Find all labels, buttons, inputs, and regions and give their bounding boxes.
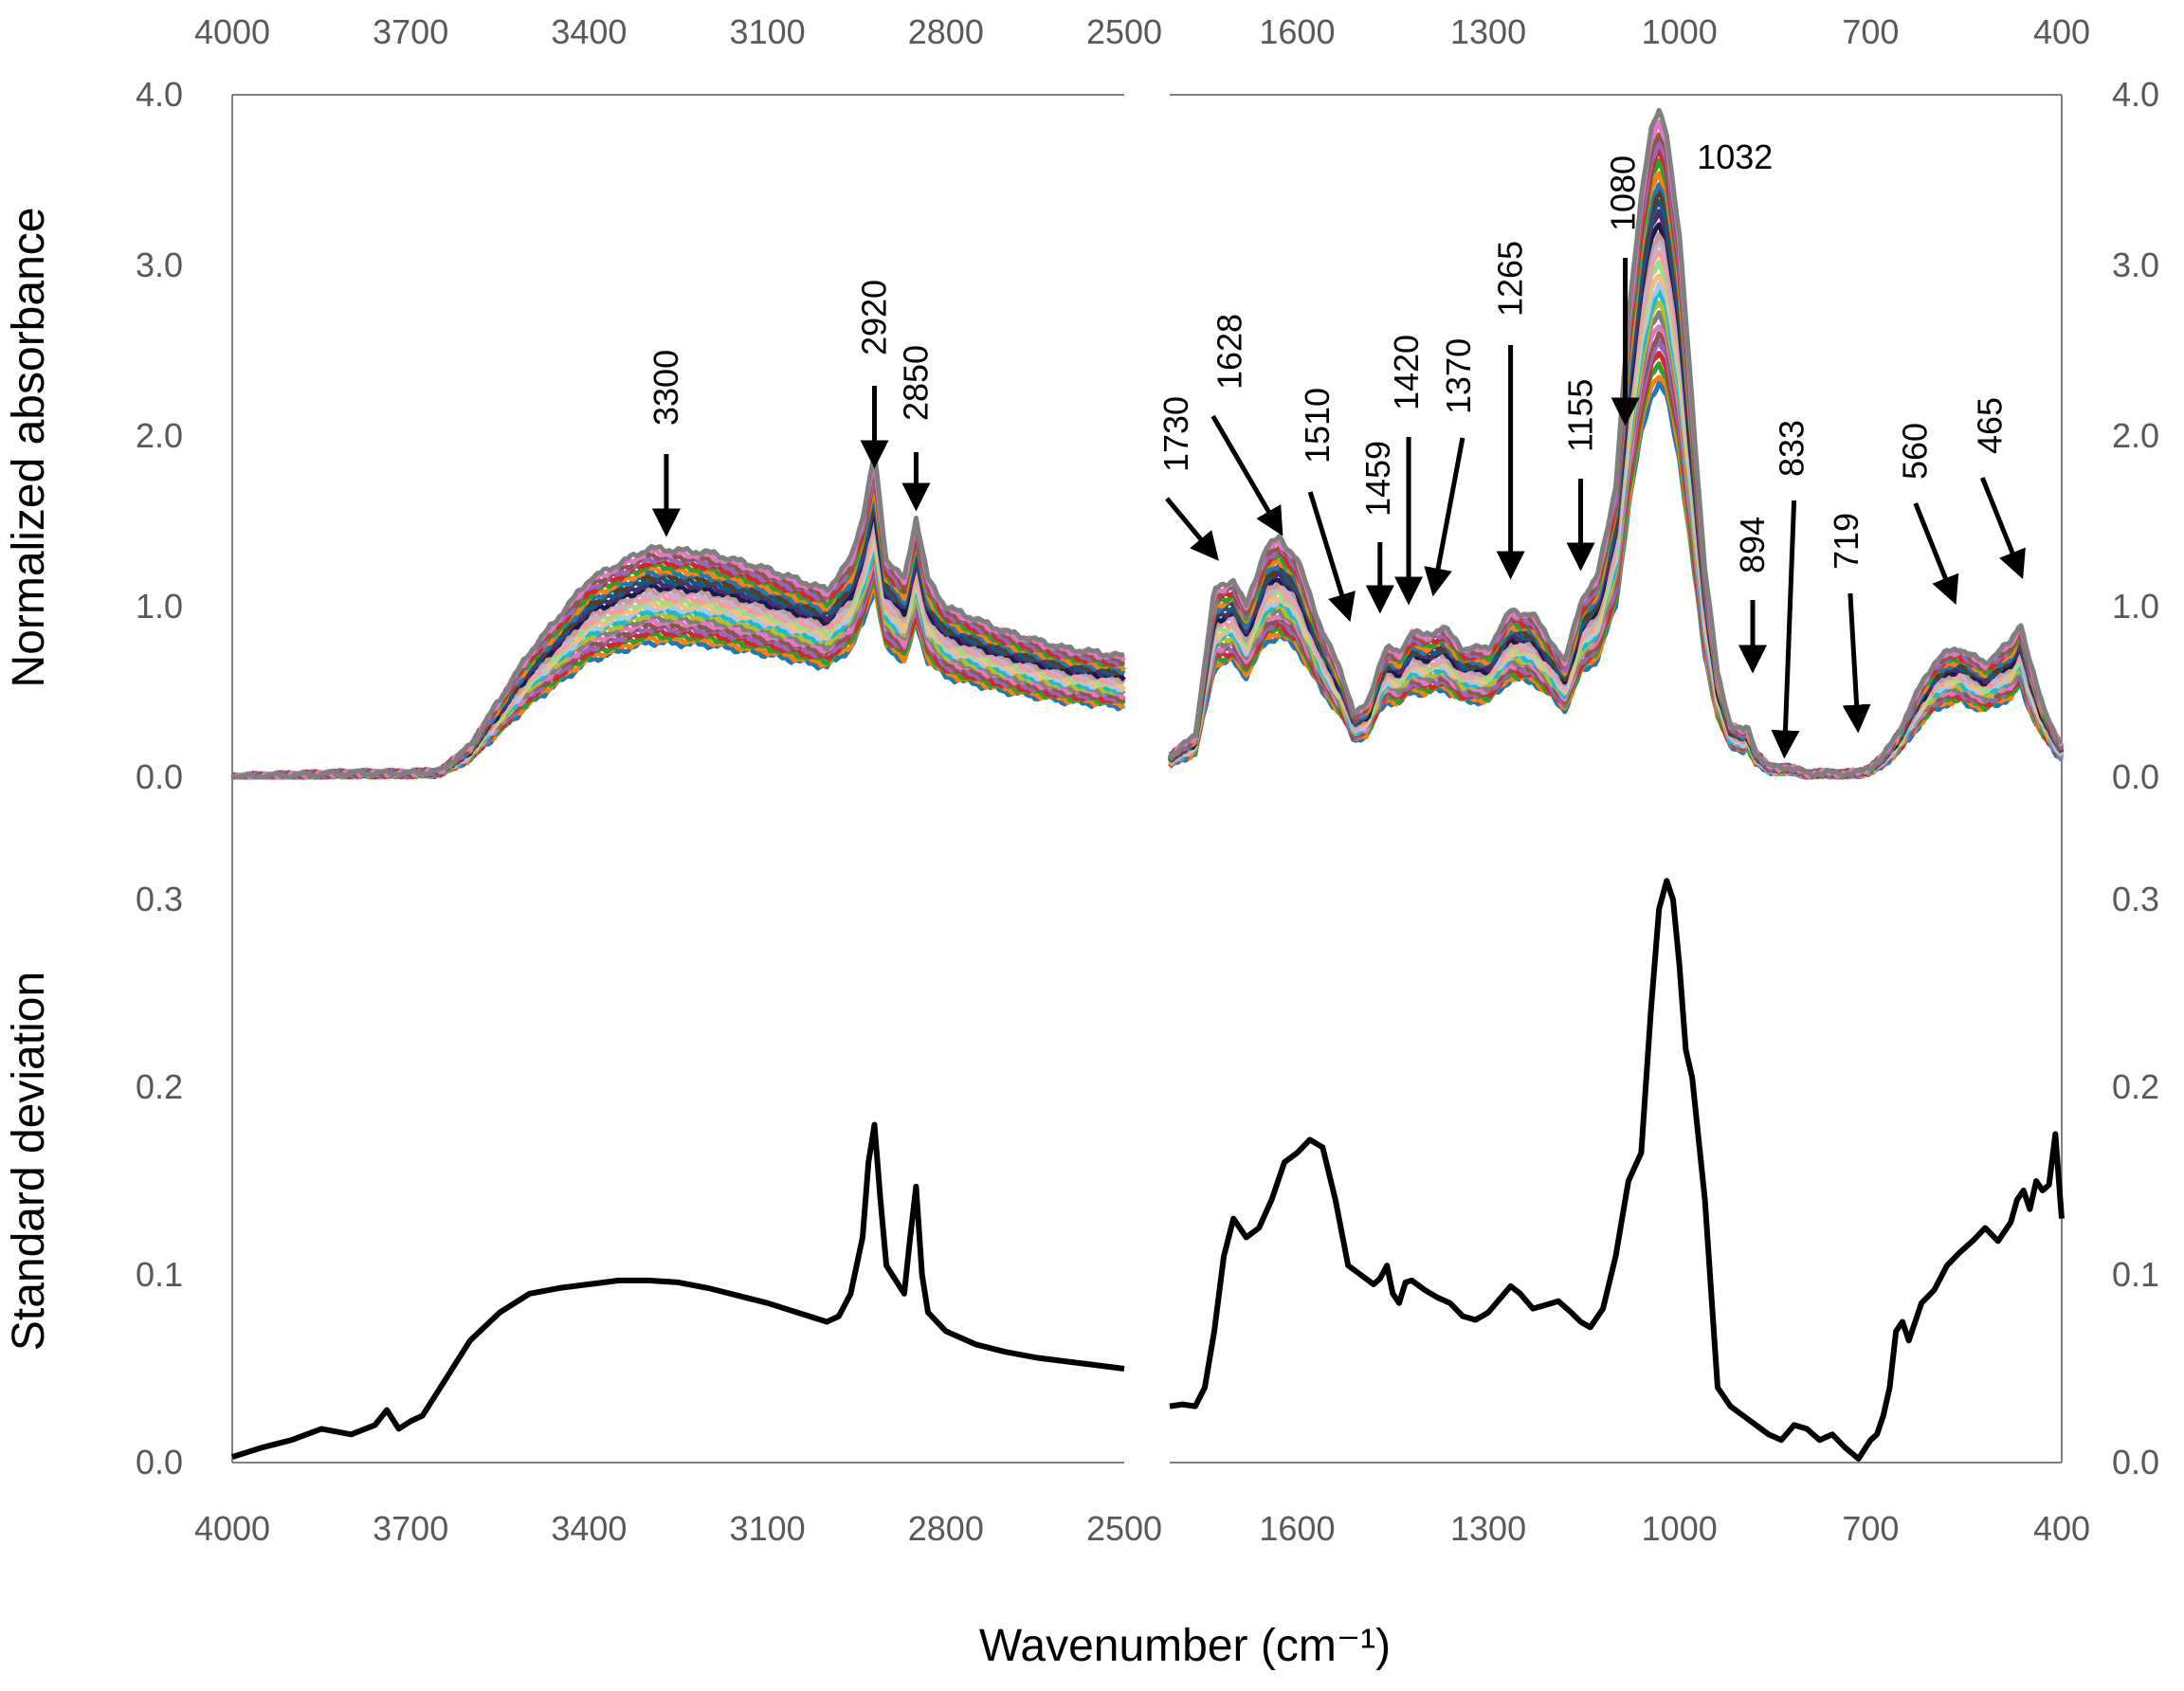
annotation-label: 1510 [1298, 388, 1337, 464]
annotation-label: 1155 [1561, 379, 1600, 452]
axis-ticks: 4000 4000 3700 3700 3400 3400 3100 3100 2800 2800… [136, 12, 2159, 1548]
bottom-x-tick-label: 2500 [1086, 1509, 1162, 1548]
annotation-label: 1265 [1491, 241, 1530, 317]
top-x-tick-label: 2500 [1086, 12, 1162, 51]
bottom-std-group [231, 878, 2065, 1462]
bottom-y-tick-label-right: 0.0 [2112, 1443, 2159, 1482]
annotation-arrow [1979, 477, 2026, 579]
bottom-x-tick-label: 3400 [551, 1509, 627, 1548]
bottom-y-tick-label-right: 0.2 [2112, 1067, 2159, 1106]
annotation-label: 1032 [1697, 137, 1773, 176]
top-y-tick-label-right: 0.0 [2112, 757, 2159, 796]
annotation-arrow [1165, 497, 1219, 561]
annotation-label: 560 [1896, 423, 1935, 480]
annotation-arrow [1307, 491, 1356, 623]
bottom-x-tick-label: 1600 [1259, 1509, 1335, 1548]
bottom-x-tick-label: 3700 [373, 1509, 448, 1548]
bottom-y-axis-title: Standard deviation [4, 972, 54, 1351]
annotation-label: 465 [1970, 397, 2009, 454]
bottom-y-tick-label-right: 0.1 [2112, 1255, 2159, 1294]
annotation-label: 1080 [1604, 155, 1643, 231]
bottom-x-tick-label: 3100 [730, 1509, 806, 1548]
bottom-x-tick-label: 1300 [1450, 1509, 1526, 1548]
top-spectrum-line-left [232, 451, 1125, 780]
top-y-tick-label-right: 4.0 [2112, 75, 2159, 114]
top-y-tick-label-left: 0.0 [136, 757, 183, 796]
bottom-y-tick-label-left: 0.0 [136, 1443, 183, 1482]
annotation-arrow [1210, 414, 1283, 536]
top-x-tick-label: 1000 [1642, 12, 1718, 51]
top-x-tick-label: 4000 [194, 12, 270, 51]
bottom-x-tick-label: 700 [1842, 1509, 1899, 1548]
top-x-tick-label: 3700 [373, 12, 448, 51]
annotation-label: 2850 [896, 345, 935, 421]
bottom-y-tick-label-left: 0.1 [136, 1255, 183, 1294]
annotation-arrow [1424, 437, 1465, 597]
annotation-label: 833 [1773, 420, 1811, 477]
top-spectrum-line-right [1167, 107, 2064, 779]
x-axis-title: Wavenumber (cm⁻¹) [979, 1621, 1391, 1671]
bottom-x-tick-label: 400 [2033, 1509, 2090, 1548]
bottom-x-tick-label: 1000 [1642, 1509, 1718, 1548]
annotation-arrow [1842, 592, 1871, 734]
top-y-tick-label-left: 3.0 [136, 245, 183, 284]
bottom-y-tick-label-left: 0.2 [136, 1067, 183, 1106]
annotation-label: 3300 [646, 350, 685, 426]
top-x-tick-label: 1600 [1259, 12, 1335, 51]
top-y-tick-label-left: 1.0 [136, 587, 183, 626]
bottom-x-tick-label: 4000 [194, 1509, 270, 1548]
annotation-label: 1628 [1210, 314, 1249, 390]
annotation-label: 1370 [1439, 338, 1478, 414]
top-y-tick-label-left: 2.0 [136, 416, 183, 455]
top-y-tick-label-right: 2.0 [2112, 416, 2159, 455]
annotation-label: 1420 [1387, 335, 1426, 410]
bottom-x-tick-label: 2800 [908, 1509, 984, 1548]
bottom-y-tick-label-left: 0.3 [136, 880, 183, 918]
bottom-y-tick-label-right: 0.3 [2112, 880, 2159, 918]
annotation-label: 719 [1827, 513, 1866, 570]
top-x-tick-label: 3400 [551, 12, 627, 51]
top-x-tick-label: 1300 [1450, 12, 1526, 51]
top-x-tick-label: 400 [2033, 12, 2090, 51]
top-x-tick-label: 2800 [908, 12, 984, 51]
top-y-axis-title: Normalized absorbance [4, 208, 54, 688]
annotation-arrow [1771, 500, 1800, 759]
top-spectra-group [230, 107, 2065, 780]
std-line-right [1169, 878, 2065, 1462]
top-y-tick-label-left: 4.0 [136, 75, 183, 114]
annotation-arrow [1913, 502, 1959, 605]
top-y-tick-label-right: 1.0 [2112, 587, 2159, 626]
annotation-label: 2920 [855, 280, 894, 355]
annotation-label: 1730 [1156, 396, 1195, 472]
top-x-tick-label: 3100 [730, 12, 806, 51]
annotation-label: 894 [1733, 517, 1772, 573]
std-line-left [231, 1121, 1125, 1460]
top-x-tick-label: 700 [1842, 12, 1899, 51]
annotation-label: 1459 [1358, 441, 1397, 517]
top-y-tick-label-right: 3.0 [2112, 245, 2159, 284]
